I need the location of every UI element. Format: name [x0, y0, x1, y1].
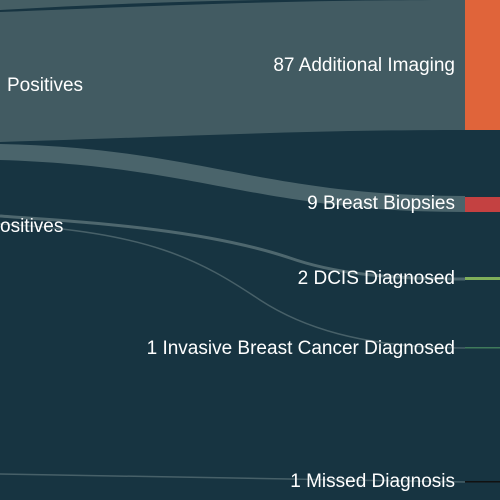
flow-top-offscreen — [0, 0, 465, 10]
target-label-invasive: 1 Invasive Breast Cancer Diagnosed — [146, 338, 455, 359]
target-label-breast-biopsies: 9 Breast Biopsies — [307, 193, 455, 214]
flow-positives-to-biopsies — [0, 144, 465, 212]
flow-positives-to-imaging — [0, 0, 465, 142]
source-label-positives: Positives — [7, 75, 84, 96]
target-label-missed: 1 Missed Diagnosis — [290, 471, 455, 492]
node-invasive — [465, 347, 500, 349]
node-additional-imaging — [465, 0, 500, 130]
flow-to-missed — [0, 473, 466, 483]
flow-to-dcis — [0, 214, 466, 281]
target-label-additional-imaging: 87 Additional Imaging — [273, 55, 455, 76]
flow-to-invasive — [0, 223, 466, 349]
target-label-dcis: 2 DCIS Diagnosed — [297, 268, 455, 289]
node-breast-biopsies — [465, 197, 500, 212]
node-missed — [465, 481, 500, 483]
node-dcis — [465, 277, 500, 280]
source-label-ositives: ositives — [0, 216, 64, 237]
